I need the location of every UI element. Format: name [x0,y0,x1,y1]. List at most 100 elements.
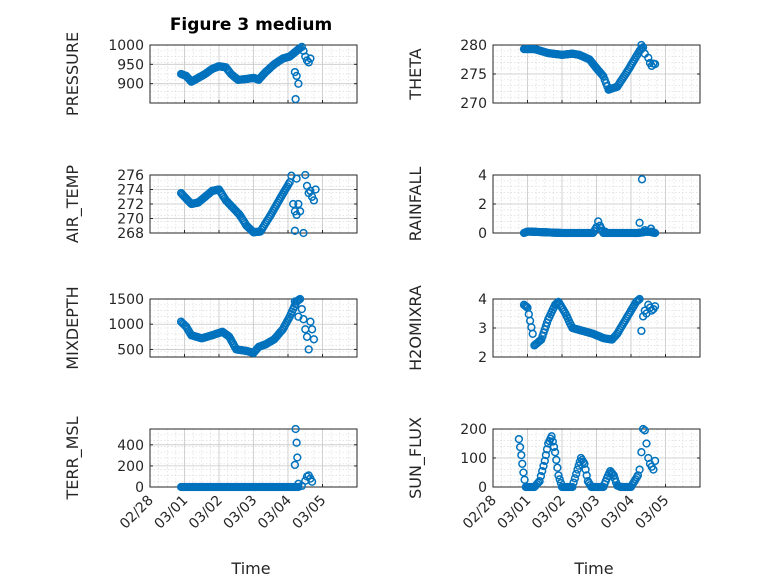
y-axis-label: THETA [406,48,425,100]
data-point [290,460,300,470]
data-point [650,456,660,466]
x-axis-label-left: Time [230,559,270,578]
y-tick-label: 2 [478,350,487,366]
data-point [306,317,315,326]
x-tick-label: 03/03 [220,493,260,533]
data-point [291,424,300,434]
data-point [572,469,581,479]
data-point [304,58,313,67]
data-point [539,461,548,471]
data-point [517,450,526,460]
y-tick-label: 276 [117,168,144,184]
data-point [644,53,653,62]
x-tick-label: 02/28 [117,493,157,533]
y-tick-label: 0 [478,480,487,496]
data-point [290,297,300,306]
data-point [306,54,315,63]
y-axis-label: TERR_MSL [63,416,83,500]
data-point [594,217,603,226]
data-point [568,482,577,492]
data-point [575,457,584,467]
y-tick-label: 280 [460,38,487,54]
data-series [519,175,660,238]
data-point [294,199,303,209]
data-point [292,174,301,183]
y-tick-label: 4 [478,168,487,184]
data-point [536,471,546,481]
data-point [635,218,644,227]
y-tick-label: 1000 [108,38,144,54]
data-point [292,438,301,447]
data-point [291,94,300,104]
data-point [292,71,301,81]
data-point [309,335,319,344]
y-axis-label: H2OMIXRA [406,285,425,371]
data-point [302,332,312,341]
data-series [519,40,660,94]
y-tick-label: 275 [460,67,487,83]
y-axis-label: RAINFALL [406,167,425,242]
data-point [542,445,552,454]
data-point [648,227,657,236]
x-tick-label: 03/04 [255,492,295,532]
chart-title: Figure 3 medium [170,15,332,35]
subplot-mixdepth: 500 1000 1500 MIXDEPTH [63,286,358,370]
x-axis-label-right: Time [573,559,613,578]
data-series [519,294,660,350]
data-series [176,170,320,238]
x-tick-label: 03/05 [632,493,672,533]
data-point [307,477,317,486]
data-point [650,59,660,69]
data-point [548,437,557,446]
y-tick-label: 500 [117,342,144,358]
y-tick-label: 4 [478,292,487,308]
y-tick-label: 200 [117,459,144,475]
data-point [600,227,610,236]
y-axis-label: PRESSURE [63,32,82,116]
y-axis-label: AIR_TEMP [63,165,83,243]
data-point [582,471,591,480]
data-point [289,199,298,209]
data-point [514,434,524,444]
data-series [514,424,660,492]
data-point [295,207,305,216]
data-point [547,432,556,441]
data-point [637,326,646,336]
data-point [528,329,537,338]
subplot-h2omixra: 2 3 4 H2OMIXRA [406,285,701,371]
y-axis-label: SUN_FLUX [406,417,426,499]
data-point [304,345,313,354]
data-point [301,52,310,61]
x-tick-label: 03/03 [563,493,603,533]
data-point [634,295,643,305]
subplot-pressure: 900 950 1000 PRESSURE [63,32,358,116]
x-tick-label: 03/05 [289,493,329,533]
x-tick-label: 03/01 [494,493,534,533]
data-point [580,459,589,468]
subplot-theta: 270 275 280 THETA [406,38,701,112]
y-tick-label: 272 [117,197,144,213]
y-tick-label: 900 [117,77,144,93]
data-point [293,453,302,462]
y-tick-label: 270 [117,212,144,228]
data-point [290,226,300,235]
y-tick-label: 274 [117,183,144,199]
data-point [297,304,306,314]
y-tick-label: 0 [135,480,144,496]
data-point [299,228,308,238]
data-point [301,170,310,180]
x-tick-label: 03/02 [529,493,569,533]
data-point [637,448,646,457]
data-series [176,424,317,492]
data-point [307,325,317,334]
data-point [552,455,561,465]
data-series [176,294,319,358]
y-tick-label: 270 [460,96,487,112]
data-point [294,312,303,321]
data-point [535,477,544,486]
data-point [552,299,561,308]
